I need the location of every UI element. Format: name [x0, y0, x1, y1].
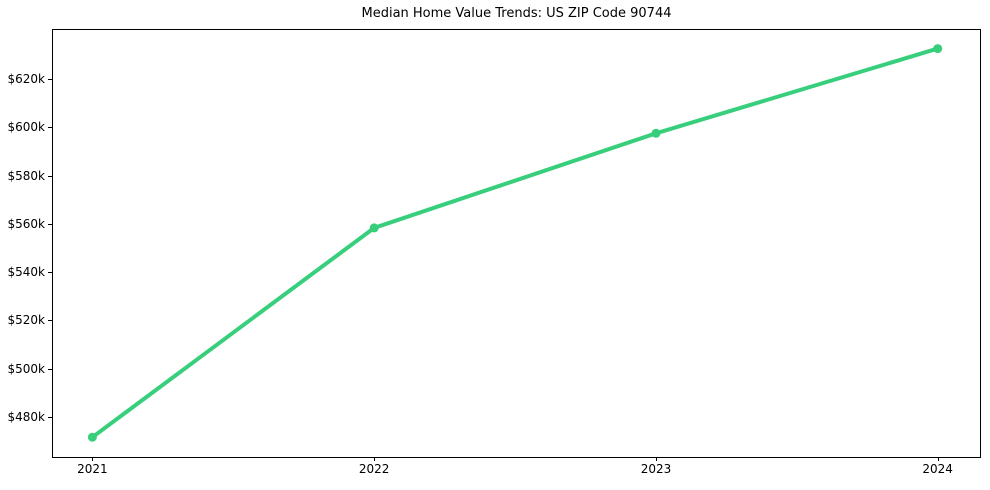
data-point-2022: [369, 223, 379, 233]
y-tick-label: $580k: [7, 168, 46, 183]
y-tick-mark: [48, 223, 52, 225]
y-tick-mark: [48, 79, 52, 80]
x-tick-mark: [656, 457, 657, 461]
y-tick-label: $620k: [7, 72, 46, 86]
y-tick-mark: [48, 320, 52, 322]
y-tick-label: $500k: [7, 361, 46, 376]
line-plot-svg: [87, 44, 943, 442]
x-tick-mark: [92, 457, 94, 461]
y-tick-mark: [48, 127, 52, 129]
y-tick-mark: [48, 175, 52, 177]
y-tick-mark: [48, 272, 52, 274]
data-point-2024: [933, 44, 943, 54]
plot-area: [52, 29, 981, 458]
x-tick-mark: [937, 457, 939, 461]
y-tick-mark: [48, 368, 52, 370]
y-tick-label: $600k: [7, 120, 46, 135]
chart-title: Median Home Value Trends: US ZIP Code 90…: [361, 6, 672, 21]
x-tick-label: 2021: [77, 462, 108, 476]
x-tick-label: 2024: [922, 462, 953, 476]
y-tick-label: $520k: [7, 313, 46, 328]
trend-line: [90, 46, 940, 440]
x-tick-label: 2022: [358, 462, 390, 476]
y-tick-label: $540k: [7, 265, 46, 280]
data-point-2023: [651, 128, 661, 138]
y-tick-label: $480k: [7, 409, 46, 424]
y-tick-label: $560k: [7, 216, 46, 231]
x-tick-mark: [374, 457, 376, 461]
data-point-2021: [87, 432, 97, 442]
x-tick-label: 2023: [640, 462, 672, 476]
y-tick-mark: [48, 416, 52, 418]
